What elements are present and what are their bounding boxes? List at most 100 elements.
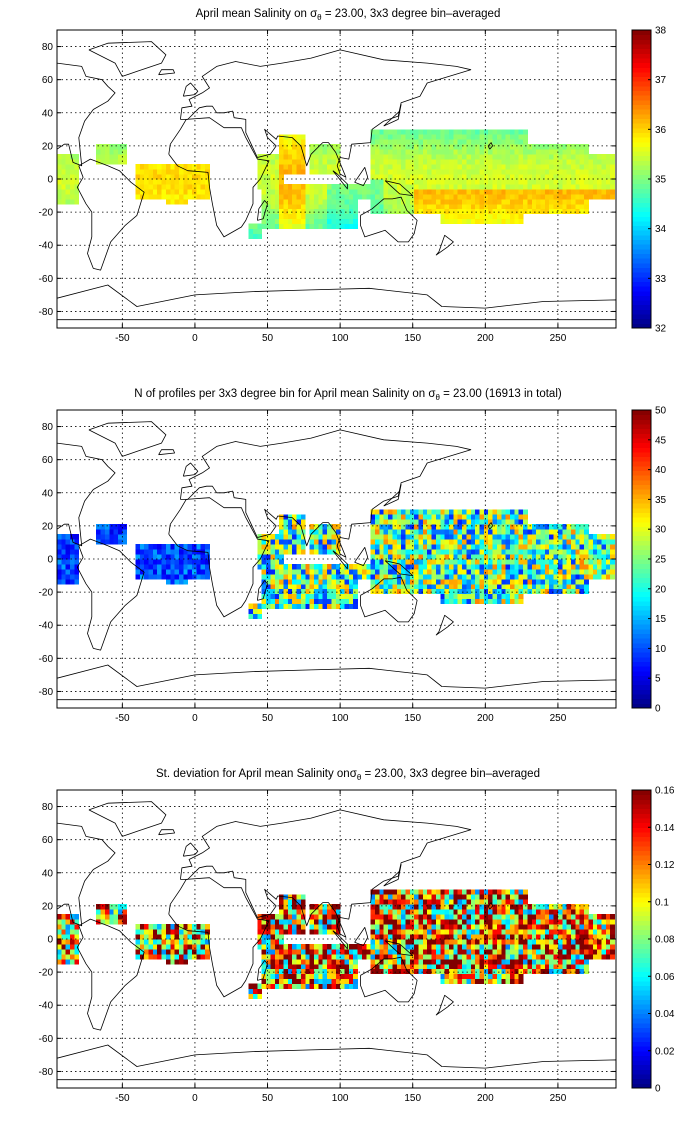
data-bin — [579, 203, 585, 210]
data-bin — [196, 953, 202, 960]
data-bin — [571, 184, 576, 190]
data-bin — [322, 544, 328, 550]
data-bin — [165, 169, 171, 175]
data-bin — [518, 894, 524, 900]
data-bin — [440, 198, 446, 205]
data-bin — [536, 549, 541, 555]
data-bin — [57, 919, 62, 925]
data-bin — [414, 578, 419, 585]
data-bin — [462, 973, 467, 980]
coastline — [257, 200, 268, 221]
data-bin — [544, 198, 550, 205]
data-bin — [562, 164, 568, 170]
data-bin — [379, 924, 385, 930]
data-bin — [479, 169, 485, 175]
data-bin — [370, 958, 376, 965]
data-bin — [527, 919, 533, 925]
y-tick-label: -60 — [39, 1034, 54, 1045]
data-bin — [266, 578, 271, 585]
data-bin — [592, 179, 598, 185]
data-bin — [57, 164, 62, 170]
data-bin — [296, 544, 302, 550]
data-bin — [170, 554, 176, 560]
data-bin — [122, 904, 128, 910]
data-bin — [196, 564, 202, 570]
data-bin — [205, 193, 210, 200]
data-bin — [318, 978, 324, 985]
data-bin — [549, 953, 554, 960]
data-bin — [405, 539, 411, 545]
data-bin — [283, 909, 289, 915]
data-bin — [283, 549, 289, 555]
colorbar-swatch — [632, 817, 651, 824]
data-bin — [531, 188, 537, 195]
data-bin — [444, 549, 450, 555]
data-bin — [383, 164, 389, 170]
data-bin — [414, 198, 419, 205]
data-bin — [161, 544, 167, 550]
data-bin — [514, 924, 520, 930]
data-bin — [353, 583, 358, 590]
data-bin — [388, 174, 393, 180]
data-bin — [514, 184, 520, 190]
data-bin — [571, 198, 576, 205]
data-bin — [370, 159, 376, 165]
data-bin — [174, 948, 180, 955]
data-bin — [514, 509, 520, 515]
data-bin — [562, 534, 568, 540]
data-bin — [379, 564, 385, 570]
data-bin — [109, 144, 115, 150]
title-text: St. deviation for April mean Salinity on — [156, 768, 350, 780]
data-bin — [440, 948, 446, 955]
data-bin — [392, 134, 398, 140]
data-bin — [305, 588, 311, 595]
data-bin — [300, 208, 306, 215]
data-bin — [205, 559, 210, 565]
data-bin — [518, 149, 524, 155]
data-bin — [300, 203, 306, 210]
data-bin — [322, 929, 328, 935]
data-bin — [514, 944, 520, 950]
data-bin — [161, 188, 167, 195]
data-bin — [553, 154, 559, 160]
data-bin — [492, 184, 498, 190]
data-bin — [518, 978, 524, 985]
data-bin — [475, 519, 480, 525]
data-bin — [557, 149, 563, 155]
colorbar-swatch — [632, 484, 651, 490]
data-bin — [492, 149, 498, 155]
data-bin — [283, 208, 289, 215]
data-bin — [396, 564, 402, 570]
data-bin — [274, 544, 280, 550]
data-bin — [327, 198, 332, 205]
data-bin — [318, 588, 324, 595]
data-bin — [353, 568, 358, 575]
data-bin — [96, 909, 101, 915]
data-bin — [579, 559, 585, 565]
coastline — [182, 842, 199, 857]
data-bin — [562, 904, 568, 910]
data-bin — [527, 154, 533, 160]
title-text-suffix: = 23.00, 3x3 degree bin–averaged — [361, 768, 540, 780]
data-bin — [279, 919, 284, 925]
data-bin — [488, 588, 493, 595]
colorbar-swatch — [632, 216, 651, 222]
data-bin — [597, 564, 602, 570]
data-bin — [292, 139, 297, 145]
data-bin — [187, 934, 193, 940]
data-bin — [531, 184, 537, 190]
data-bin — [379, 524, 385, 530]
data-bin — [279, 963, 284, 970]
data-bin — [579, 154, 585, 160]
data-bin — [444, 514, 450, 520]
data-bin — [470, 184, 476, 190]
data-bin — [444, 559, 450, 565]
data-bin — [483, 184, 489, 190]
data-bin — [200, 554, 206, 560]
data-bin — [488, 578, 493, 585]
data-bin — [396, 944, 402, 950]
data-bin — [475, 134, 480, 140]
data-bin — [588, 953, 594, 960]
data-bin — [279, 554, 284, 560]
data-bin — [549, 934, 554, 940]
